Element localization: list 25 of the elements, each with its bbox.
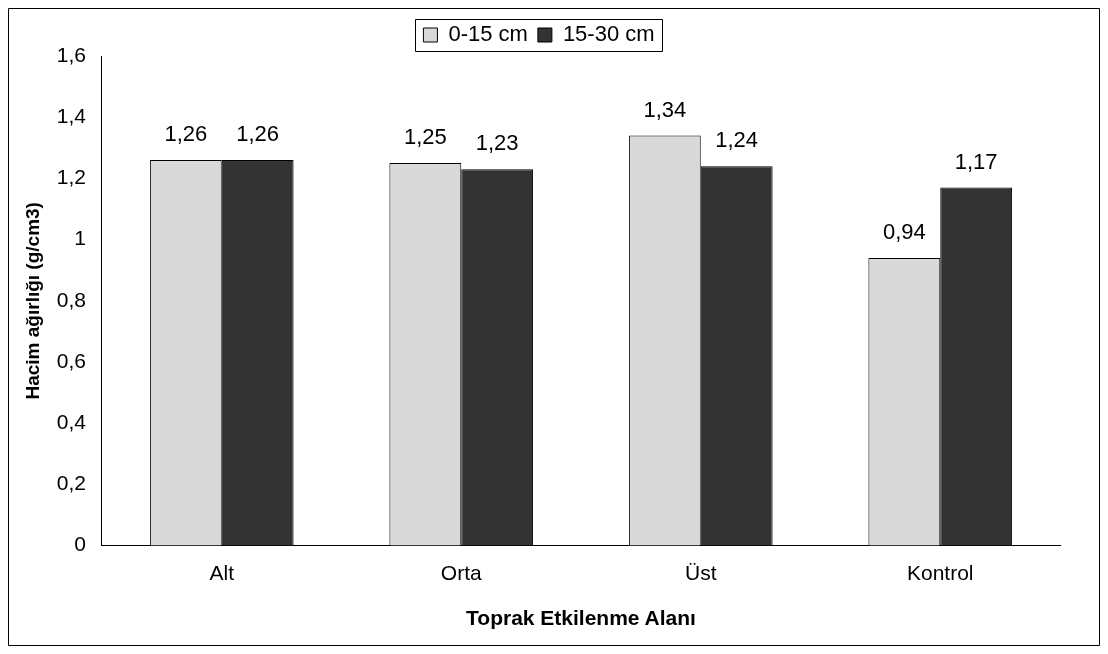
x-tick-label: Üst: [685, 561, 717, 584]
x-tick-label: Kontrol: [906, 561, 974, 584]
y-tick-label: 0,6: [56, 348, 86, 372]
data-label: 1,26: [164, 121, 208, 147]
y-tick-label: 1,4: [56, 104, 87, 127]
y-axis-title: Hacim ağırlığı (g/cm3): [21, 202, 43, 400]
data-label: 1,25: [403, 124, 447, 150]
x-tick-label: Alt: [209, 561, 235, 584]
y-tick-label: 1,6: [56, 42, 86, 66]
y-tick-label: 0,8: [56, 287, 86, 311]
y-tick-label: 1: [74, 226, 86, 250]
data-label: 1,17: [954, 148, 998, 174]
y-tick-label: 0,4: [56, 410, 87, 433]
x-tick-label: Orta: [440, 561, 482, 584]
data-label: 1,26: [236, 121, 280, 147]
x-axis-title: Toprak Etkilenme Alanı: [466, 606, 696, 630]
data-label: 1,34: [643, 96, 687, 122]
y-tick-label: 0: [74, 532, 86, 556]
legend-label: 0-15 cm: [448, 21, 528, 47]
data-label: 0,94: [882, 219, 926, 245]
data-label: 1,23: [475, 130, 519, 156]
data-label: 1,24: [715, 127, 759, 153]
y-tick-label: 1,2: [56, 165, 86, 189]
y-tick-label: 0,2: [56, 471, 86, 495]
legend-label: 15-30 cm: [562, 21, 655, 47]
